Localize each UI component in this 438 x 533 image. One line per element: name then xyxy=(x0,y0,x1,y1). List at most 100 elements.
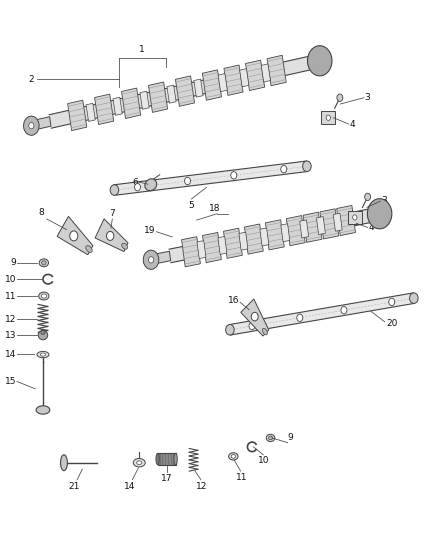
Circle shape xyxy=(326,115,330,120)
Text: 7: 7 xyxy=(110,209,115,218)
Circle shape xyxy=(251,312,258,321)
Ellipse shape xyxy=(60,455,67,471)
Ellipse shape xyxy=(226,325,234,335)
Polygon shape xyxy=(241,299,269,336)
Polygon shape xyxy=(261,64,270,82)
Polygon shape xyxy=(150,251,171,264)
Polygon shape xyxy=(202,232,221,263)
Polygon shape xyxy=(265,220,284,250)
Polygon shape xyxy=(57,216,93,255)
Text: 18: 18 xyxy=(209,204,221,213)
Polygon shape xyxy=(194,79,203,97)
Ellipse shape xyxy=(41,294,46,298)
Ellipse shape xyxy=(122,243,127,249)
Circle shape xyxy=(29,123,34,129)
Text: 11: 11 xyxy=(236,473,247,482)
Ellipse shape xyxy=(174,453,177,465)
Ellipse shape xyxy=(229,453,238,460)
Circle shape xyxy=(134,183,141,191)
Polygon shape xyxy=(281,224,290,242)
Circle shape xyxy=(70,231,78,241)
Ellipse shape xyxy=(268,436,272,440)
Polygon shape xyxy=(224,65,243,95)
Circle shape xyxy=(148,256,154,263)
Polygon shape xyxy=(158,453,176,465)
Text: 9: 9 xyxy=(287,433,293,442)
Text: 14: 14 xyxy=(5,350,16,359)
Polygon shape xyxy=(320,209,339,239)
Ellipse shape xyxy=(40,353,46,356)
Polygon shape xyxy=(95,219,128,252)
Text: 5: 5 xyxy=(188,200,194,209)
Circle shape xyxy=(231,172,237,179)
Polygon shape xyxy=(316,216,325,235)
Polygon shape xyxy=(114,161,307,195)
Text: 9: 9 xyxy=(11,259,16,268)
Polygon shape xyxy=(176,76,194,106)
Circle shape xyxy=(337,94,343,101)
Text: 13: 13 xyxy=(4,330,16,340)
Circle shape xyxy=(249,322,255,330)
Polygon shape xyxy=(218,74,227,92)
Polygon shape xyxy=(121,88,141,118)
Polygon shape xyxy=(63,224,79,244)
Text: 4: 4 xyxy=(350,119,355,128)
Polygon shape xyxy=(245,60,265,91)
Circle shape xyxy=(353,215,357,220)
Ellipse shape xyxy=(262,328,267,335)
Ellipse shape xyxy=(37,351,49,358)
Ellipse shape xyxy=(38,330,48,340)
Text: 19: 19 xyxy=(144,226,155,235)
Polygon shape xyxy=(244,224,263,254)
Polygon shape xyxy=(303,212,322,243)
Polygon shape xyxy=(260,228,269,246)
Polygon shape xyxy=(337,205,356,236)
Text: 2: 2 xyxy=(28,75,34,84)
Ellipse shape xyxy=(41,330,45,335)
Polygon shape xyxy=(230,293,414,335)
Text: 21: 21 xyxy=(68,482,79,491)
Polygon shape xyxy=(333,213,342,231)
Ellipse shape xyxy=(367,199,392,229)
Polygon shape xyxy=(49,54,321,128)
Polygon shape xyxy=(223,228,242,259)
Ellipse shape xyxy=(410,293,418,303)
Circle shape xyxy=(365,193,371,200)
Text: 1: 1 xyxy=(139,45,145,54)
Ellipse shape xyxy=(86,246,92,253)
Polygon shape xyxy=(167,85,176,103)
Polygon shape xyxy=(140,91,149,109)
Polygon shape xyxy=(86,103,95,122)
Circle shape xyxy=(281,165,287,173)
Text: 10: 10 xyxy=(258,456,270,465)
Ellipse shape xyxy=(266,434,275,442)
Polygon shape xyxy=(246,305,260,322)
Circle shape xyxy=(389,298,395,305)
Polygon shape xyxy=(169,207,381,263)
Text: 11: 11 xyxy=(4,292,16,301)
Text: 10: 10 xyxy=(4,274,16,284)
Text: 16: 16 xyxy=(228,296,239,305)
Circle shape xyxy=(184,177,191,185)
Ellipse shape xyxy=(24,116,39,135)
FancyBboxPatch shape xyxy=(348,211,362,224)
Polygon shape xyxy=(31,117,51,131)
Polygon shape xyxy=(100,226,114,244)
Ellipse shape xyxy=(307,46,332,76)
Ellipse shape xyxy=(156,453,159,465)
Polygon shape xyxy=(240,69,249,87)
Polygon shape xyxy=(95,94,114,125)
Text: 20: 20 xyxy=(386,319,397,328)
Ellipse shape xyxy=(137,461,142,465)
Polygon shape xyxy=(67,100,87,131)
Polygon shape xyxy=(218,237,227,254)
Text: 4: 4 xyxy=(369,223,374,232)
Polygon shape xyxy=(286,215,305,246)
Ellipse shape xyxy=(133,458,145,467)
Polygon shape xyxy=(148,82,168,112)
Polygon shape xyxy=(202,70,222,100)
Text: 17: 17 xyxy=(161,474,173,483)
Ellipse shape xyxy=(39,292,49,300)
Polygon shape xyxy=(113,97,122,115)
Text: 3: 3 xyxy=(382,196,388,205)
